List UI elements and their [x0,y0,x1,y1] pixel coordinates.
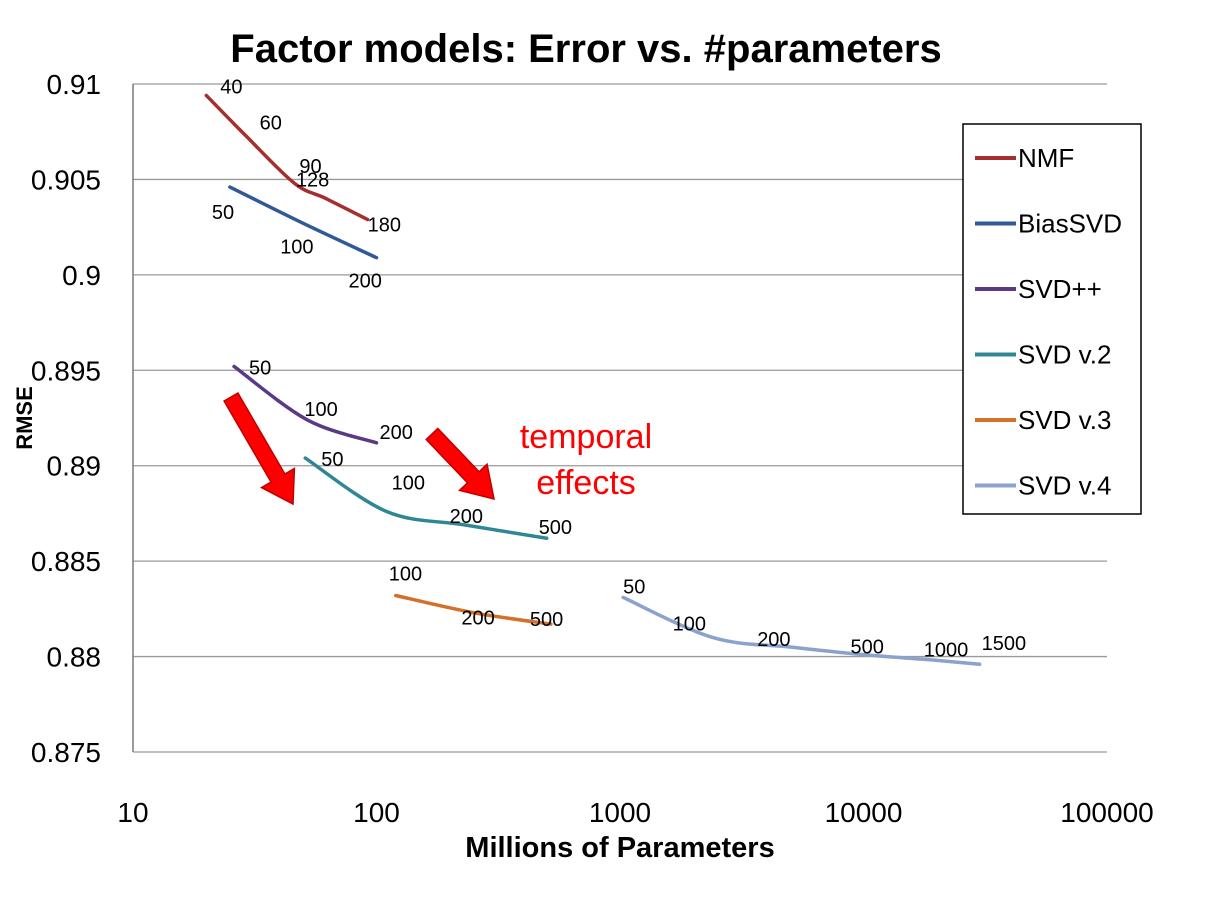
chart-title: Factor models: Error vs. #parameters [230,27,941,71]
point-label: 100 [392,473,425,495]
y-tick-label: 0.885 [31,546,101,577]
y-tick-label: 0.89 [47,451,102,482]
x-tick-label: 100000 [1060,797,1153,828]
point-label: 50 [249,357,271,379]
point-label: 200 [380,422,413,444]
series-line-biassvd [228,185,379,260]
series-line-nmf [204,93,370,222]
x-tick-labels: 10 100 1000 10000 100000 [117,797,1153,828]
point-label: 500 [539,517,572,539]
y-tick-labels: 0.91 0.905 0.9 0.895 0.89 0.885 0.88 0.875 [31,69,101,768]
point-label: 1500 [982,633,1026,655]
x-tick-label: 1000 [589,797,651,828]
legend-label: BiasSVD [1018,209,1122,239]
legend-box [962,123,1142,515]
series-line-svd-v-3 [394,593,553,626]
y-axis-label: RMSE [12,386,37,450]
x-tick-label: 10 [117,797,148,828]
point-label: 500 [851,637,884,659]
series-line-svd-v-4 [621,595,982,666]
annotation-arrows [223,391,495,506]
point-label: 180 [368,215,401,237]
legend: NMF BiasSVD SVD++ SVD v.2 SVD v.3 SVD v.4 [975,143,1122,501]
x-tick-label: 10000 [825,797,903,828]
y-tick-label: 0.905 [31,164,101,195]
point-label: 1000 [924,639,969,661]
y-tick-label: 0.88 [47,642,102,673]
point-label: 100 [673,613,706,635]
point-label: 60 [260,113,282,135]
series-lines [204,93,982,666]
point-label: 100 [389,563,422,585]
legend-label: NMF [1018,143,1074,173]
point-label: 50 [321,449,343,471]
point-label: 500 [530,609,563,631]
point-label: 200 [757,629,790,651]
legend-label: SVD v.2 [1018,340,1111,370]
grid-lines [132,83,1107,753]
point-label: 100 [304,399,337,421]
point-label: 50 [623,576,645,598]
series-line-svd [232,364,379,445]
y-tick-label: 0.91 [47,69,102,100]
y-tick-label: 0.9 [62,260,101,291]
legend-label: SVD v.3 [1018,405,1111,435]
y-tick-label: 0.875 [31,737,101,768]
point-label: 200 [461,608,494,630]
point-label: 90 [299,156,321,178]
legend-label: SVD v.4 [1018,471,1111,501]
series-line-svd-v-2 [303,456,549,540]
annotation-line-1: temporal [520,418,652,456]
point-label: 128 [296,170,329,192]
x-axis-label: Millions of Parameters [465,832,774,864]
y-tick-label: 0.895 [31,355,101,386]
red-arrow-icon [425,427,495,501]
legend-label: SVD++ [1018,274,1102,304]
point-label: 50 [212,202,234,224]
point-label: 200 [450,506,483,528]
point-label: 40 [220,76,242,98]
x-tick-label: 100 [353,797,400,828]
point-label: 200 [349,271,382,293]
point-label: 100 [280,236,313,258]
red-arrow-icon [223,391,296,506]
annotation-line-2: effects [536,464,636,502]
